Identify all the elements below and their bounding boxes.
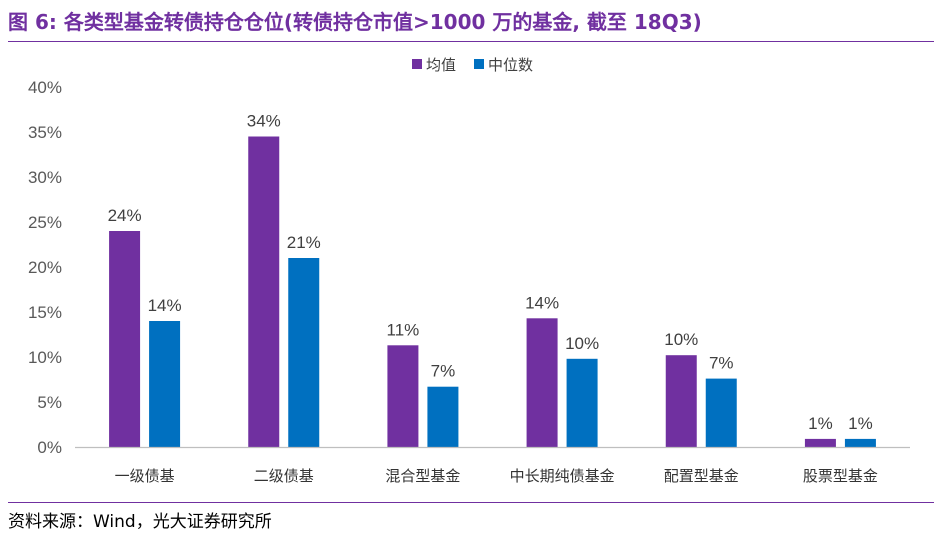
x-category-label: 中长期纯债基金 xyxy=(510,467,615,485)
data-label: 24% xyxy=(108,206,142,225)
legend-swatch-mean xyxy=(412,59,422,69)
y-axis: 0% 5% 10% 15% 20% 25% 30% 35% 40% xyxy=(28,78,62,457)
bar-median xyxy=(566,358,598,447)
x-category-label: 股票型基金 xyxy=(803,467,878,485)
bar-median xyxy=(149,321,181,447)
x-category-label: 配置型基金 xyxy=(664,467,739,485)
y-tick-label: 40% xyxy=(28,78,62,97)
y-tick-label: 15% xyxy=(28,303,62,322)
data-label: 10% xyxy=(664,330,698,349)
data-label: 1% xyxy=(808,414,833,433)
legend-label-mean: 均值 xyxy=(426,56,456,74)
figure-title: 图 6: 各类型基金转债持仓仓位(转债持仓市值>1000 万的基金, 截至 18… xyxy=(8,10,702,34)
bar-mean xyxy=(109,231,141,447)
y-tick-label: 35% xyxy=(28,123,62,142)
bar-mean xyxy=(248,136,280,447)
data-label: 14% xyxy=(525,293,559,312)
source-rule xyxy=(8,502,934,503)
source-note: 资料来源：Wind，光大证券研究所 xyxy=(8,512,272,532)
y-tick-label: 30% xyxy=(28,168,62,187)
bar-mean xyxy=(387,345,419,447)
title-rule xyxy=(8,41,934,42)
bar-mean xyxy=(804,438,836,447)
data-label: 14% xyxy=(148,296,182,315)
legend-label-median: 中位数 xyxy=(488,56,533,74)
bar-median xyxy=(427,386,459,447)
bar-median xyxy=(288,258,320,447)
data-label: 7% xyxy=(431,362,456,381)
data-label: 7% xyxy=(709,354,734,373)
x-category-label: 一级债基 xyxy=(115,467,175,485)
data-label: 34% xyxy=(247,112,281,131)
x-axis: 一级债基 二级债基 混合型基金 中长期纯债基金 配置型基金 股票型基金 xyxy=(75,446,910,485)
legend-swatch-median xyxy=(474,59,484,69)
y-tick-label: 10% xyxy=(28,348,62,367)
y-tick-label: 20% xyxy=(28,258,62,277)
y-tick-label: 5% xyxy=(37,393,62,412)
y-tick-label: 25% xyxy=(28,213,62,232)
data-label: 21% xyxy=(287,233,321,252)
bars: 24% 14% 34% 21% 11% 7% 14% 10% 10% 7% 1% 1% xyxy=(108,112,876,447)
chart-legend: 均值 中位数 xyxy=(412,56,533,74)
y-tick-label: 0% xyxy=(37,438,62,457)
data-label: 10% xyxy=(565,334,599,353)
x-category-label: 二级债基 xyxy=(254,467,314,485)
bar-mean xyxy=(665,355,697,447)
data-label: 1% xyxy=(848,414,873,433)
bar-median xyxy=(844,438,876,447)
bar-mean xyxy=(526,318,558,447)
x-category-label: 混合型基金 xyxy=(385,467,460,485)
data-label: 11% xyxy=(387,320,420,339)
bar-chart: 均值 中位数 0% 5% 10% 15% 20% 25% 30% 35% 40% 24% 14% 34… xyxy=(28,56,910,485)
bar-median xyxy=(705,378,737,447)
